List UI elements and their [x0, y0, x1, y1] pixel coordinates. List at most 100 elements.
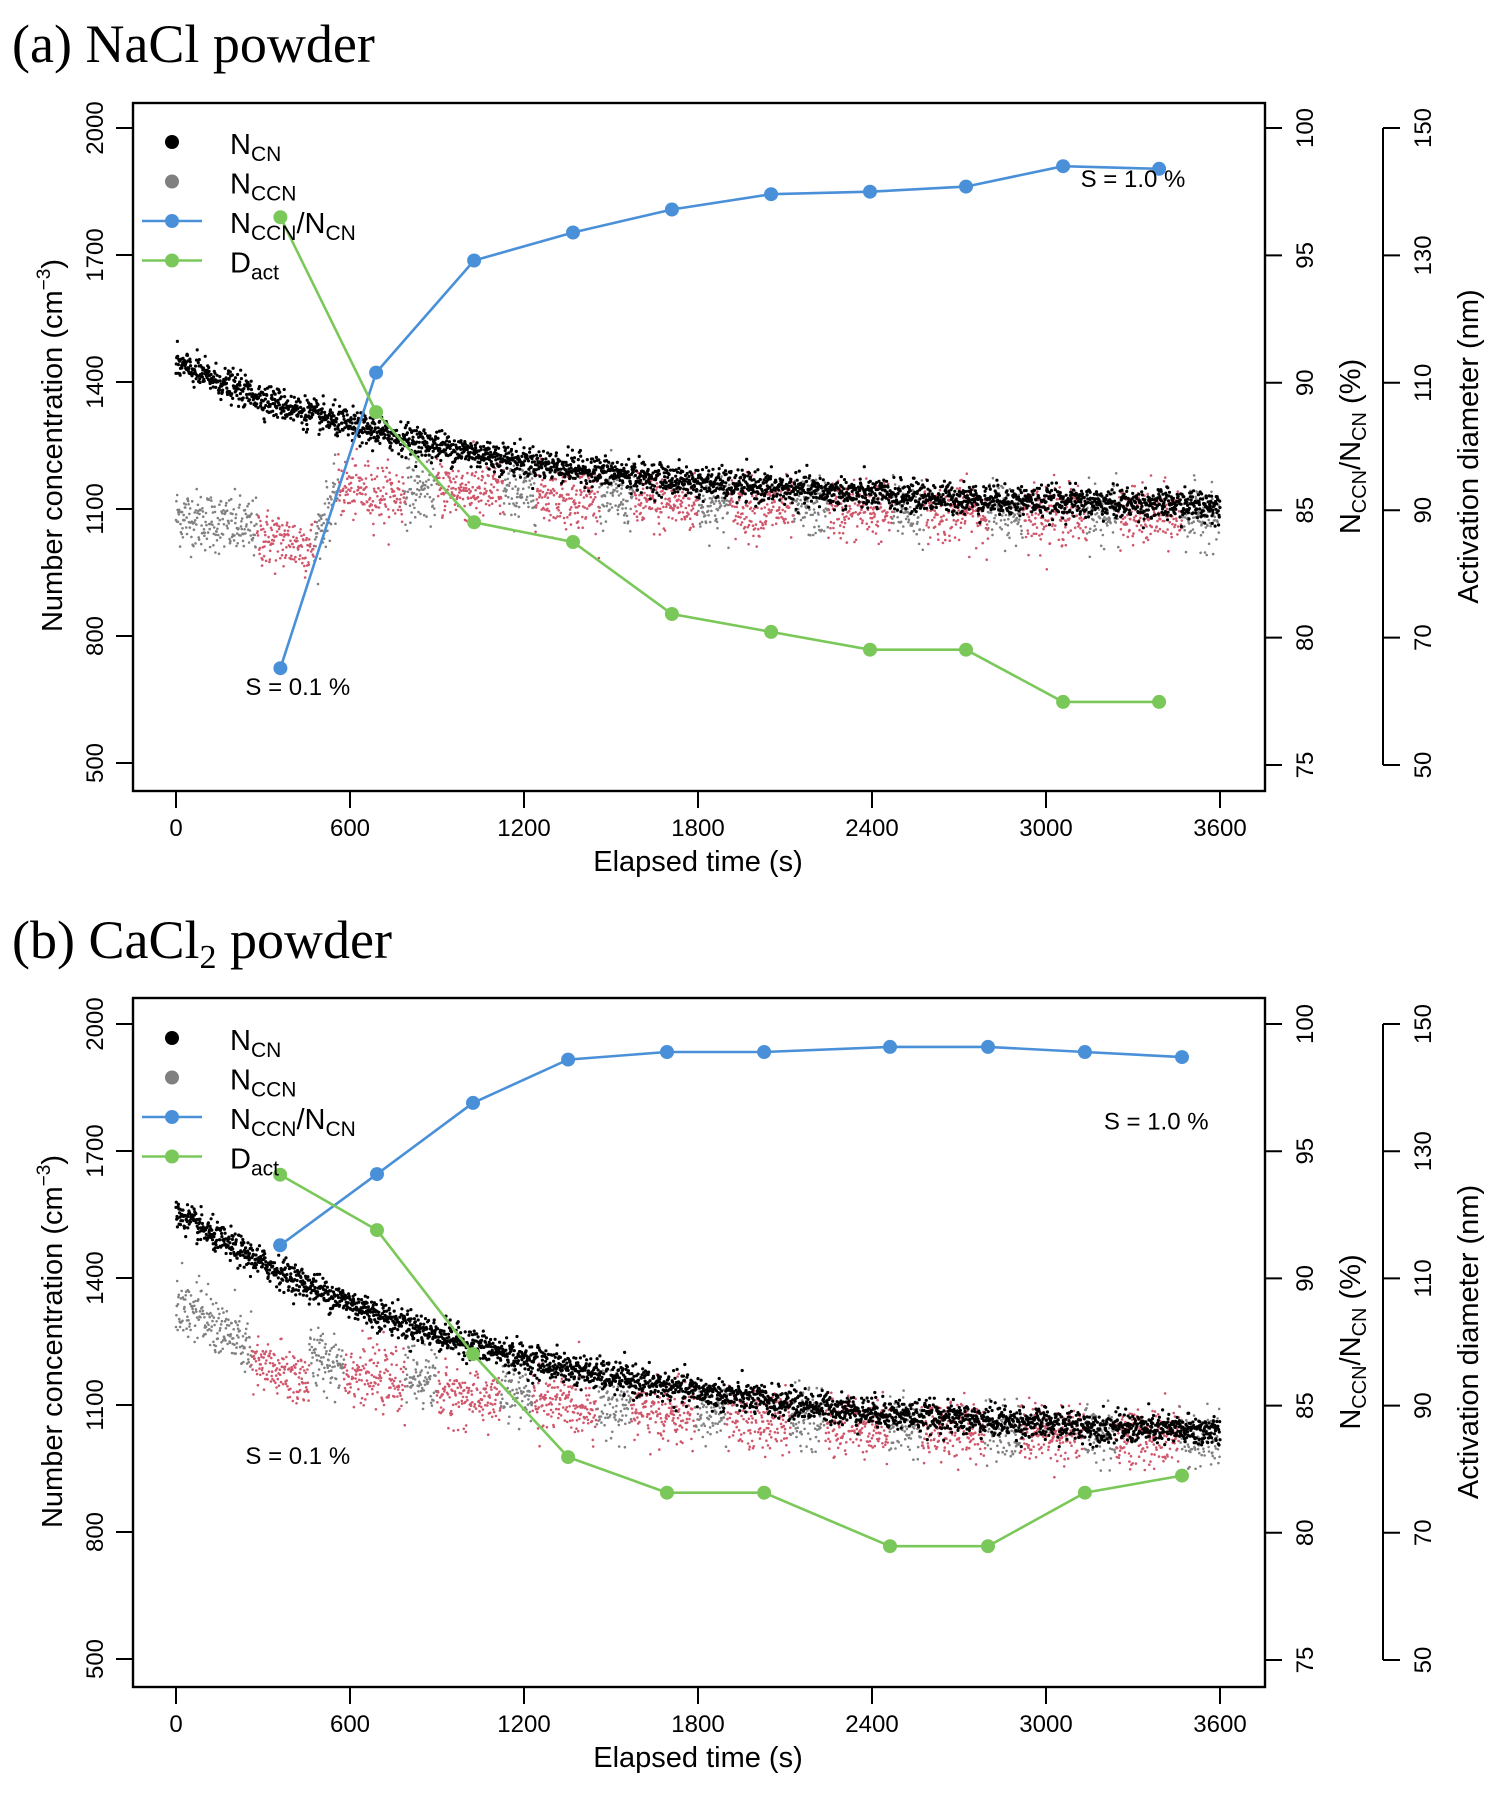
nccn-point [367, 464, 370, 468]
ncn-point [241, 396, 245, 400]
nccn-point [379, 489, 382, 493]
nccn-point [667, 503, 671, 506]
nccn-point [1077, 523, 1081, 526]
nccn-point [184, 526, 188, 529]
ncn-point [857, 494, 861, 498]
ncn-point [833, 488, 837, 492]
ncn-point [176, 363, 180, 367]
ncn-point [202, 379, 206, 383]
nccn-point [426, 486, 430, 489]
ncn-point [826, 481, 830, 485]
ncn-point [513, 441, 517, 446]
nccn-point [362, 482, 366, 485]
nccn-point [1172, 517, 1175, 521]
nccn-point [292, 545, 296, 549]
nccn-point [489, 496, 492, 500]
nccn-point [405, 529, 409, 533]
nccn-point [1079, 516, 1083, 519]
ncn-point [620, 469, 624, 473]
ncn-point [518, 467, 522, 471]
nccn-point [548, 519, 551, 522]
nccn-point [822, 529, 826, 533]
nccn-point [448, 476, 451, 480]
ncn-point [508, 461, 512, 466]
nccn-point [802, 524, 805, 528]
nccn-point [812, 508, 816, 511]
ncn-point [448, 446, 452, 451]
nccn-point [1098, 516, 1102, 520]
nccn-point [1049, 504, 1053, 508]
ncn-point [558, 459, 562, 463]
ncn-point [996, 483, 1000, 487]
nccn-point [187, 503, 190, 506]
nccn-point [454, 480, 457, 484]
ncn-point [774, 480, 778, 484]
nccn-point [455, 475, 458, 478]
nccn-point [514, 478, 518, 481]
ncn-point [807, 505, 811, 509]
nccn-point [351, 476, 355, 479]
ncn-point [795, 492, 799, 496]
ncn-point [191, 380, 195, 384]
ncn-point [635, 484, 639, 488]
nccn-point [188, 507, 192, 510]
nccn-point [515, 501, 518, 505]
nccn-point [1173, 525, 1176, 529]
ncn-point [599, 475, 603, 479]
nccn-point [1168, 520, 1171, 524]
nccn-point [863, 510, 867, 514]
nccn-point [901, 532, 904, 535]
ncn-point [561, 479, 565, 483]
ncn-point [741, 491, 745, 495]
nccn-point [993, 516, 996, 520]
nccn-point [689, 526, 692, 530]
nccn-point [227, 499, 231, 502]
ncn-point [870, 490, 874, 494]
nccn-point [676, 506, 680, 509]
nccn-point [1012, 515, 1015, 518]
nccn-point [253, 533, 257, 537]
nccn-point [382, 486, 385, 489]
nccn-point [852, 478, 856, 482]
nccn-point [728, 483, 731, 487]
nccn-point [213, 510, 217, 514]
nccn-point [605, 504, 608, 508]
ncn-point [941, 493, 945, 497]
nccn-point [1054, 524, 1057, 527]
nccn-point [959, 521, 963, 524]
nccn-point [376, 466, 380, 470]
nccn-point [225, 501, 228, 505]
nccn-point [730, 479, 734, 482]
nccn-point [743, 525, 747, 529]
nccn-point [655, 482, 659, 485]
nccn-point [867, 525, 871, 529]
nccn-point [1131, 484, 1134, 488]
nccn-point [517, 505, 521, 509]
ncn-point [207, 369, 211, 373]
nccn-point [568, 508, 572, 511]
nccn-point [202, 528, 206, 531]
nccn-point [298, 554, 302, 557]
nccn-point [764, 519, 768, 523]
nccn-point [378, 513, 381, 517]
nccn-point [195, 523, 198, 526]
nccn-point [876, 524, 880, 528]
nccn-point [478, 511, 482, 514]
ncn-point [939, 495, 943, 499]
ncn-point [176, 354, 180, 358]
nccn-point [252, 554, 256, 557]
nccn-point [593, 492, 596, 496]
nccn-point [366, 460, 370, 463]
ncn-point [307, 414, 311, 418]
nccn-point [636, 519, 639, 522]
nccn-point [809, 533, 812, 537]
ncn-point [420, 453, 424, 457]
ncn-point [674, 468, 678, 472]
ncn-point [983, 489, 987, 493]
nccn-point [431, 504, 435, 508]
ncn-point [435, 430, 439, 434]
nccn-point [1139, 524, 1143, 527]
ncn-point [946, 483, 950, 487]
ncn-point [549, 465, 553, 469]
ncn-point [272, 414, 276, 418]
